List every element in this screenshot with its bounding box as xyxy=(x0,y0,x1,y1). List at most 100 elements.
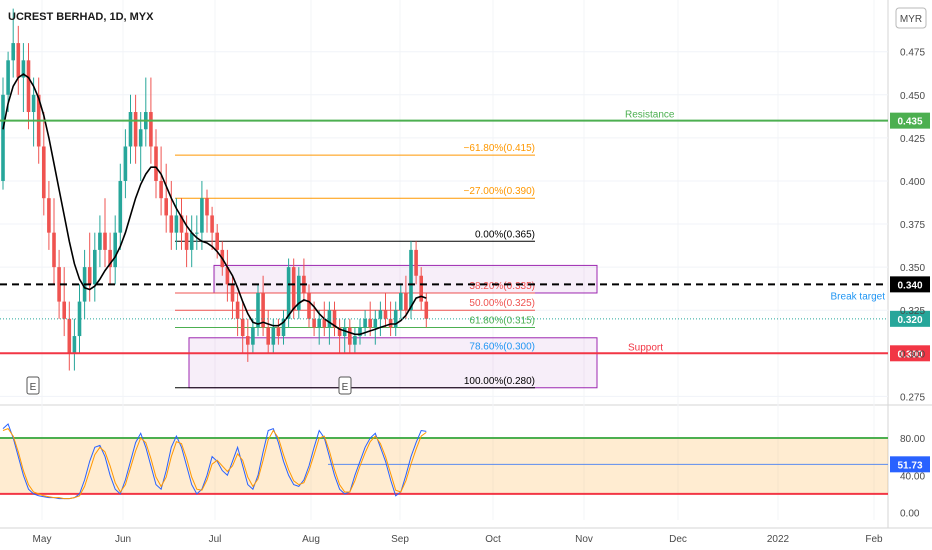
candle-body xyxy=(378,310,383,319)
price-tick-label: 0.325 xyxy=(900,306,925,317)
candle-body xyxy=(317,318,321,328)
chart-title: UCREST BERHAD, 1D, MYX xyxy=(8,11,154,23)
fib-level-label: −27.00%(0.390) xyxy=(464,186,535,197)
candle-body xyxy=(57,267,61,302)
candle-body xyxy=(215,232,219,250)
price-tick-label: 0.300 xyxy=(900,349,925,360)
candle-body xyxy=(363,318,367,328)
price-tick-label: 0.350 xyxy=(900,263,925,274)
candle-body xyxy=(225,267,230,285)
candle-body xyxy=(373,318,378,328)
time-tick-label: 2022 xyxy=(767,534,790,545)
candle-body xyxy=(195,232,199,234)
candle-body xyxy=(205,198,209,216)
stoch-tick-label: 80.00 xyxy=(900,434,925,445)
candle-body xyxy=(393,310,398,328)
time-tick-label: Feb xyxy=(865,534,883,545)
support-tag xyxy=(890,345,930,362)
time-tick-label: May xyxy=(33,534,52,545)
candle-body xyxy=(281,318,286,337)
candle-body xyxy=(47,198,51,233)
time-tick-label: Sep xyxy=(391,534,409,545)
candle-body xyxy=(404,292,408,311)
fib-level-label: 50.00%(0.325) xyxy=(469,298,535,309)
candle-body xyxy=(159,180,163,199)
candle-body xyxy=(235,301,240,319)
time-tick-label: Dec xyxy=(669,534,687,545)
fib-level-label: 38.20%(0.335) xyxy=(469,281,535,292)
candle-body xyxy=(16,43,21,78)
break-target-label: Break target xyxy=(831,291,886,302)
candle-body xyxy=(312,318,316,328)
time-tick-label: Nov xyxy=(575,534,593,545)
candle-body xyxy=(62,301,66,319)
candle-body xyxy=(307,292,311,319)
last-price-value: 0.320 xyxy=(897,315,922,326)
candle-body xyxy=(246,336,250,345)
candle-body xyxy=(327,310,332,328)
time-tick-label: Jul xyxy=(209,534,222,545)
stoch-tick-label: 40.00 xyxy=(900,471,925,482)
support-label: Support xyxy=(628,342,663,353)
candle-body xyxy=(424,301,429,319)
candle-body xyxy=(388,318,393,328)
fib-zone-box xyxy=(188,337,598,389)
stoch-tick-label: 0.00 xyxy=(900,509,920,520)
price-axis: 0.275 0.300 0.325 0.350 0.375 0.400 0.425 0.450… xyxy=(900,48,925,520)
candle-body xyxy=(169,215,174,233)
candle-body xyxy=(399,292,403,311)
candle-body xyxy=(154,146,158,181)
price-tick-label: 0.475 xyxy=(900,48,925,59)
candle-body xyxy=(128,112,133,147)
candle-body xyxy=(297,275,301,311)
time-tick-label: Aug xyxy=(302,534,320,545)
candle-body xyxy=(368,318,372,328)
break-target-tag-value: 0.340 xyxy=(897,280,922,291)
candle-body xyxy=(138,129,143,147)
candle-body xyxy=(31,94,36,113)
candle-body xyxy=(332,310,337,328)
candle-body xyxy=(286,267,291,319)
stoch-value: 51.73 xyxy=(897,460,922,471)
resistance-tag xyxy=(890,112,930,129)
candle-body xyxy=(77,301,82,337)
candle-body xyxy=(103,232,107,250)
last-price-tag xyxy=(890,310,930,327)
candle-body xyxy=(200,198,204,233)
fib-level-label: 61.80%(0.315) xyxy=(469,315,535,326)
candle-body xyxy=(414,249,418,276)
candle-body xyxy=(118,180,123,233)
earnings-marker xyxy=(338,376,352,395)
candle-body xyxy=(21,60,26,78)
stoch-d-line xyxy=(2,427,427,500)
candle-body xyxy=(1,94,5,181)
candle-body xyxy=(353,336,357,345)
candle-body xyxy=(108,249,112,268)
candle-body xyxy=(266,327,270,345)
currency-button[interactable]: MYR xyxy=(895,7,927,29)
candle-body xyxy=(123,146,128,181)
earnings-marker xyxy=(26,376,40,395)
time-tick-label: Jun xyxy=(115,534,131,545)
candle-body xyxy=(52,232,56,268)
candle-body xyxy=(348,327,352,345)
candle-body xyxy=(419,275,423,302)
moving-average xyxy=(2,73,427,336)
earnings-marker-label: E xyxy=(30,382,37,393)
candle-body xyxy=(271,327,276,345)
candle-body xyxy=(184,232,189,250)
stoch-value-tag xyxy=(890,456,930,473)
candle-body xyxy=(164,198,168,216)
stoch-band-fill xyxy=(0,437,888,494)
support-resistance-levels: 0.320 Resistance 0.435 Support 0.300 Break ta… xyxy=(0,110,930,395)
fibonacci-retracement: −61.80%(0.415) −27.00%(0.390) 0.00%(0.365)… xyxy=(175,143,598,389)
candle-body xyxy=(67,318,72,354)
candle-body xyxy=(383,310,388,319)
candle-body xyxy=(93,249,97,285)
candle-body xyxy=(261,292,265,328)
candle-body xyxy=(72,336,77,354)
candle-body xyxy=(358,327,362,337)
candle-body xyxy=(149,112,153,147)
candle-body xyxy=(240,318,245,337)
